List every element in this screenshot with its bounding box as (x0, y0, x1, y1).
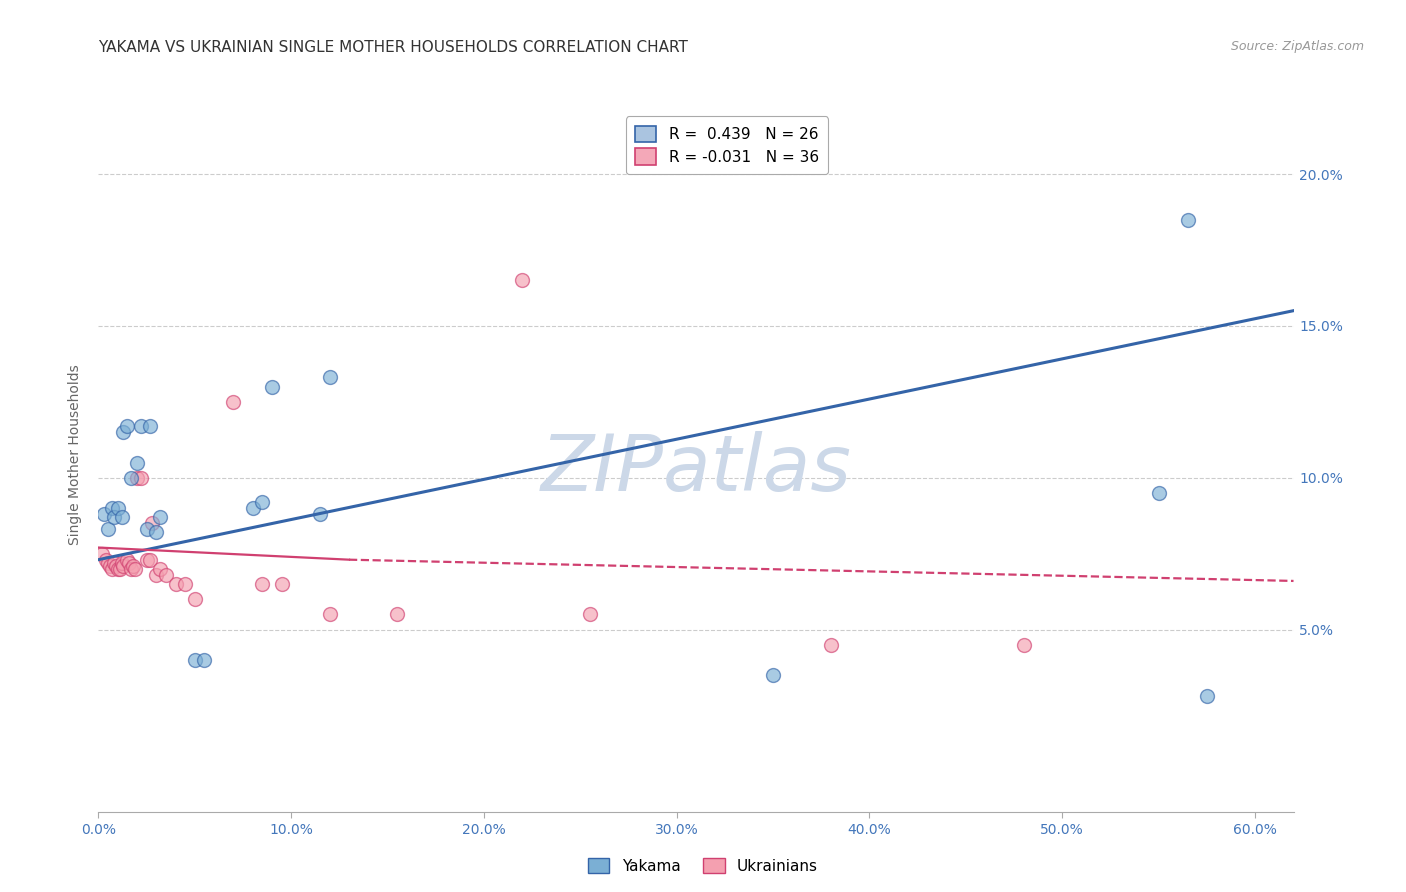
Text: Source: ZipAtlas.com: Source: ZipAtlas.com (1230, 40, 1364, 54)
Point (252, 495, 274, 509)
Point (108, 562, 131, 576)
Point (222, 394, 245, 409)
Point (117, 552, 139, 566)
Point (270, 577, 292, 591)
Y-axis label: Single Mother Households: Single Mother Households (69, 365, 83, 545)
Point (118, 556, 141, 570)
Point (512, 273, 534, 287)
Point (1012, 638, 1035, 652)
Point (139, 419, 162, 434)
Point (120, 471, 142, 485)
Point (184, 653, 207, 667)
Point (110, 510, 132, 524)
Point (110, 556, 132, 570)
Point (98, 558, 121, 573)
Point (120, 562, 142, 576)
Point (319, 607, 342, 622)
Point (309, 507, 332, 521)
Point (103, 510, 125, 524)
Point (149, 562, 172, 576)
Point (129, 419, 152, 434)
Point (107, 562, 129, 576)
Point (155, 567, 177, 582)
Point (94, 552, 117, 566)
Point (260, 379, 283, 393)
Point (242, 501, 264, 516)
Point (125, 456, 148, 470)
Text: YAKAMA VS UKRAINIAN SINGLE MOTHER HOUSEHOLDS CORRELATION CHART: YAKAMA VS UKRAINIAN SINGLE MOTHER HOUSEH… (98, 40, 689, 55)
Point (762, 668, 785, 682)
Point (93, 507, 115, 521)
Point (117, 419, 139, 434)
Point (319, 370, 342, 384)
Point (1177, 212, 1199, 227)
Point (193, 653, 215, 667)
Point (149, 510, 172, 524)
Point (135, 522, 157, 536)
Point (103, 556, 125, 570)
Point (125, 471, 148, 485)
Point (101, 562, 124, 576)
Point (135, 552, 157, 566)
Legend: Yakama, Ukrainians: Yakama, Ukrainians (582, 852, 824, 880)
Point (820, 638, 842, 652)
Point (139, 552, 162, 566)
Point (579, 607, 602, 622)
Point (129, 471, 152, 485)
Point (112, 558, 135, 573)
Point (184, 592, 207, 607)
Point (1195, 690, 1218, 704)
Point (122, 558, 145, 573)
Point (97, 522, 120, 536)
Point (141, 516, 163, 531)
Legend: R =  0.439   N = 26, R = -0.031   N = 36: R = 0.439 N = 26, R = -0.031 N = 36 (626, 117, 828, 174)
Point (174, 577, 197, 591)
Point (145, 525, 167, 540)
Point (252, 577, 274, 591)
Point (101, 501, 124, 516)
Point (1147, 486, 1170, 500)
Point (385, 607, 409, 622)
Point (97, 556, 120, 570)
Point (107, 501, 129, 516)
Point (112, 425, 135, 439)
Point (91, 547, 114, 561)
Point (124, 562, 146, 576)
Point (145, 567, 167, 582)
Text: ZIPatlas: ZIPatlas (540, 431, 852, 508)
Point (104, 558, 127, 573)
Point (165, 577, 187, 591)
